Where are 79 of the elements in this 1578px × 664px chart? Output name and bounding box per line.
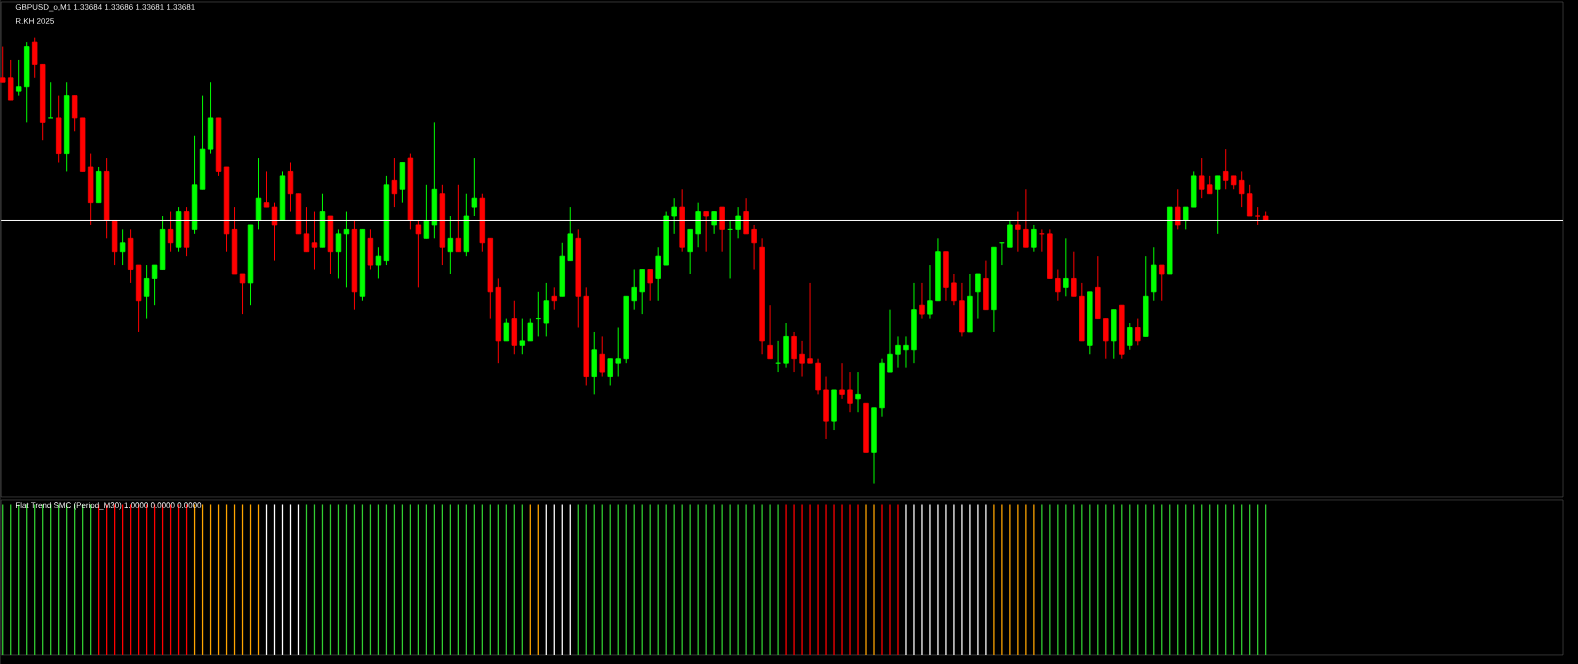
candlestick — [1007, 220, 1013, 248]
candlestick — [615, 327, 621, 378]
candlestick — [455, 184, 462, 253]
candlestick — [1238, 170, 1245, 208]
candlestick — [719, 206, 725, 253]
candlestick — [167, 211, 174, 253]
candlestick — [31, 37, 38, 79]
candlestick — [1215, 175, 1221, 235]
candlestick — [847, 371, 853, 413]
candlestick — [687, 228, 693, 275]
candlestick — [47, 81, 54, 119]
candlestick — [1023, 188, 1029, 248]
candlestick — [647, 269, 653, 302]
candlestick — [671, 197, 677, 235]
candlestick — [975, 273, 981, 320]
candlestick — [391, 157, 398, 208]
candlestick — [1103, 318, 1109, 360]
candlestick — [119, 228, 126, 266]
candlestick — [1055, 269, 1061, 302]
candlestick — [375, 246, 382, 279]
candlestick — [271, 202, 278, 262]
candlestick — [631, 269, 637, 311]
candlestick — [1031, 224, 1037, 253]
candlestick — [471, 157, 478, 217]
candlestick — [303, 206, 310, 253]
candlestick — [447, 215, 454, 275]
candlestick — [1039, 228, 1045, 253]
candlestick — [1199, 157, 1205, 199]
candlestick — [951, 273, 957, 306]
candlestick — [1183, 206, 1189, 230]
candlestick — [343, 211, 350, 288]
candlestick — [423, 184, 430, 239]
candlestick — [15, 59, 22, 97]
candlestick — [1246, 184, 1253, 217]
candlestick — [1127, 322, 1133, 351]
candlestick — [599, 335, 605, 378]
candlestick — [743, 197, 749, 235]
candlestick — [1175, 188, 1181, 230]
candlestick — [543, 282, 549, 337]
candlestick — [799, 340, 805, 378]
candlestick — [551, 286, 557, 311]
candlestick — [263, 170, 270, 208]
candlestick — [1063, 237, 1069, 297]
candlestick — [711, 211, 717, 235]
candlestick — [519, 318, 526, 355]
candlestick — [927, 264, 933, 320]
candlestick — [287, 162, 294, 213]
candlestick — [527, 318, 534, 342]
candlestick — [767, 304, 773, 360]
candlestick — [703, 211, 709, 253]
candlestick — [1159, 264, 1165, 302]
candlestick — [655, 246, 661, 302]
candlestick — [895, 335, 901, 369]
candlestick — [1222, 148, 1229, 190]
candlestick — [415, 220, 422, 288]
candlestick — [791, 331, 797, 373]
candlestick — [807, 282, 813, 364]
candlestick — [1135, 318, 1141, 346]
candlestick — [919, 282, 925, 320]
candlestick — [503, 318, 510, 342]
candlestick — [1015, 211, 1021, 253]
candlestick — [8, 59, 14, 101]
candlestick — [855, 371, 861, 413]
candlestick — [239, 273, 246, 315]
candlestick — [607, 358, 613, 386]
candlestick — [151, 264, 158, 306]
candlestick — [887, 309, 893, 373]
candlestick — [71, 95, 78, 132]
candlestick — [143, 264, 150, 320]
candlestick — [311, 211, 318, 271]
candlestick — [639, 269, 645, 315]
candlestick — [735, 206, 741, 239]
candlestick — [751, 224, 757, 271]
candlestick — [839, 362, 845, 400]
candlestick — [903, 335, 909, 369]
candlestick — [1071, 251, 1077, 297]
candlestick — [335, 228, 342, 279]
candlestick — [695, 202, 701, 248]
candlestick — [0, 46, 6, 83]
